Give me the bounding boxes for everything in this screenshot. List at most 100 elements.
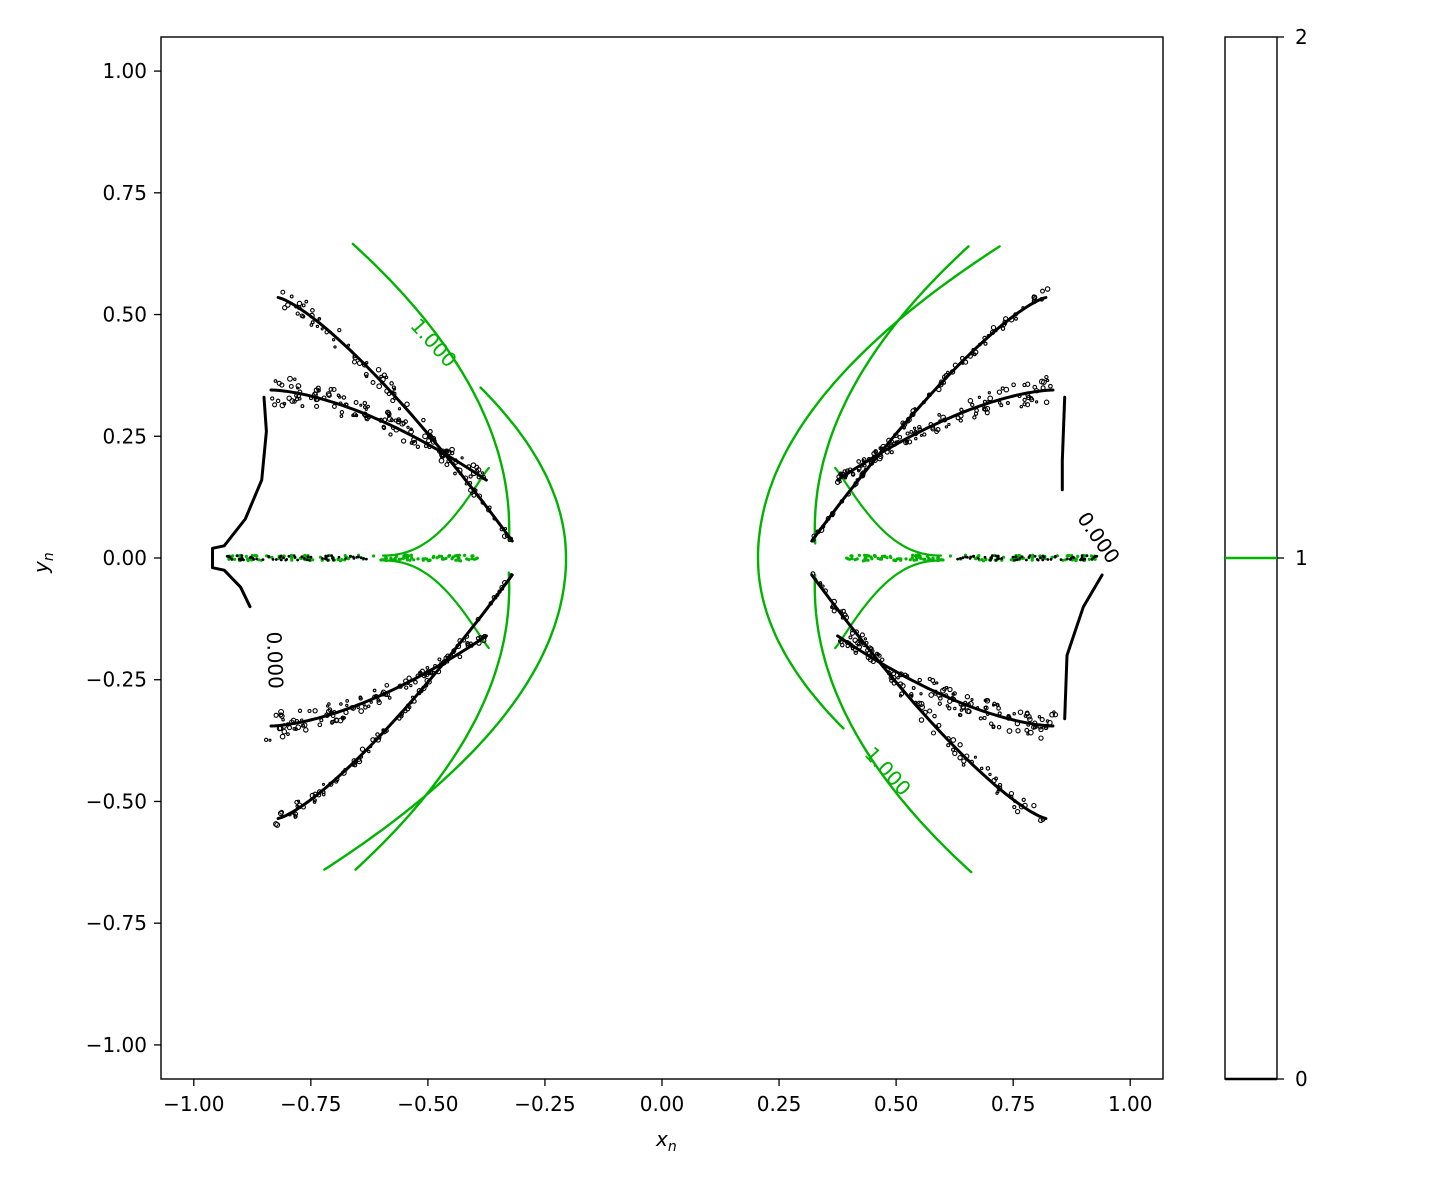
- band-dot: [339, 410, 345, 415]
- scatter-point: [867, 554, 871, 558]
- scatter-point: [395, 554, 399, 558]
- x-axis-label: xn: [655, 1127, 677, 1155]
- band-dot: [491, 595, 497, 600]
- black-inner-band-3: [836, 634, 1059, 741]
- band-dot: [369, 700, 373, 704]
- band-dot: [359, 403, 363, 407]
- band-dot: [852, 637, 858, 644]
- band-dot: [1038, 735, 1044, 741]
- band-dot: [328, 386, 334, 392]
- band-dot: [329, 330, 333, 334]
- band-dot: [381, 372, 387, 378]
- band-dot: [1038, 817, 1044, 824]
- band-dot: [982, 407, 987, 412]
- band-dot: [983, 705, 989, 711]
- scatter-point: [939, 558, 943, 562]
- band-dot: [896, 439, 901, 445]
- band-dot: [1040, 288, 1045, 294]
- band-dot: [921, 400, 926, 405]
- band-dot: [859, 632, 865, 638]
- band-dot: [838, 479, 842, 484]
- scatter-point: [959, 557, 962, 560]
- band-dot: [989, 329, 996, 336]
- band-dot: [958, 418, 963, 423]
- band-dot: [363, 371, 369, 377]
- band-dot: [840, 642, 845, 648]
- scatter-point: [284, 558, 288, 562]
- scatter-point: [994, 558, 998, 562]
- scatter-point: [873, 554, 877, 559]
- band-dot: [910, 412, 915, 417]
- band-dot: [387, 696, 392, 700]
- scatter-point: [1076, 554, 1080, 559]
- band-dot: [1034, 400, 1039, 404]
- band-dot: [983, 407, 988, 412]
- band-dot: [316, 388, 321, 393]
- scatter-point: [248, 556, 252, 559]
- scatter-point: [230, 558, 234, 561]
- band-dot: [904, 440, 909, 444]
- scatter-point: [408, 558, 412, 562]
- band-dot: [897, 681, 904, 687]
- band-dot: [982, 335, 988, 341]
- band-dot: [1031, 724, 1037, 730]
- band-dot: [421, 417, 426, 423]
- band-dot: [952, 362, 959, 368]
- scatter-point: [911, 553, 915, 557]
- scatter-point: [424, 557, 428, 561]
- band-dot: [1022, 397, 1027, 403]
- band-dot: [381, 425, 387, 431]
- scatter-point: [982, 559, 986, 563]
- band-dot: [475, 616, 481, 622]
- scatter-point: [1018, 557, 1022, 560]
- scatter-point: [896, 557, 901, 561]
- scatter-point: [976, 557, 980, 560]
- band-dot: [415, 673, 421, 679]
- band-dot: [312, 391, 318, 398]
- scatter-point: [355, 555, 359, 559]
- band-dot: [365, 361, 369, 365]
- scatter-point: [336, 557, 340, 562]
- band-dot: [1008, 794, 1014, 800]
- scatter-point: [267, 555, 270, 558]
- band-dot: [470, 491, 474, 496]
- band-dot: [295, 383, 302, 389]
- scatter-point: [908, 558, 912, 562]
- scatter-point: [1042, 555, 1046, 559]
- scatter-point: [930, 558, 934, 563]
- band-dot: [389, 381, 394, 386]
- scatter-point: [349, 554, 352, 558]
- band-dot: [884, 666, 890, 672]
- band-dot: [300, 718, 304, 722]
- band-dot: [487, 505, 492, 510]
- scatter-point: [465, 557, 469, 561]
- scatter-point: [857, 553, 862, 558]
- band-dot: [973, 755, 977, 759]
- band-dot: [978, 342, 982, 347]
- band-dot: [480, 474, 487, 480]
- scatter-point: [1033, 554, 1037, 558]
- band-dot: [471, 487, 477, 493]
- scatter-point: [936, 556, 940, 560]
- band-dot: [438, 457, 445, 464]
- band-dot: [1037, 715, 1042, 719]
- black-outer-band-0: [276, 289, 514, 543]
- band-dot: [408, 428, 414, 435]
- scatter-point: [956, 557, 959, 561]
- band-dot: [946, 370, 950, 375]
- band-dot: [373, 737, 378, 742]
- band-dot: [969, 759, 974, 765]
- scatter-point: [1000, 557, 1003, 560]
- band-dot: [301, 303, 306, 308]
- band-dot: [427, 445, 432, 450]
- band-dot: [1015, 728, 1021, 734]
- black-inner-band-1: [263, 633, 488, 743]
- band-dot: [825, 516, 831, 521]
- band-dot: [897, 434, 903, 440]
- x-tick-label: 1.00: [1108, 1092, 1153, 1116]
- scatter-point: [227, 555, 230, 558]
- band-dot: [285, 302, 291, 308]
- band-dot: [1006, 713, 1011, 718]
- scatter-point: [457, 553, 461, 557]
- band-dot: [988, 772, 992, 777]
